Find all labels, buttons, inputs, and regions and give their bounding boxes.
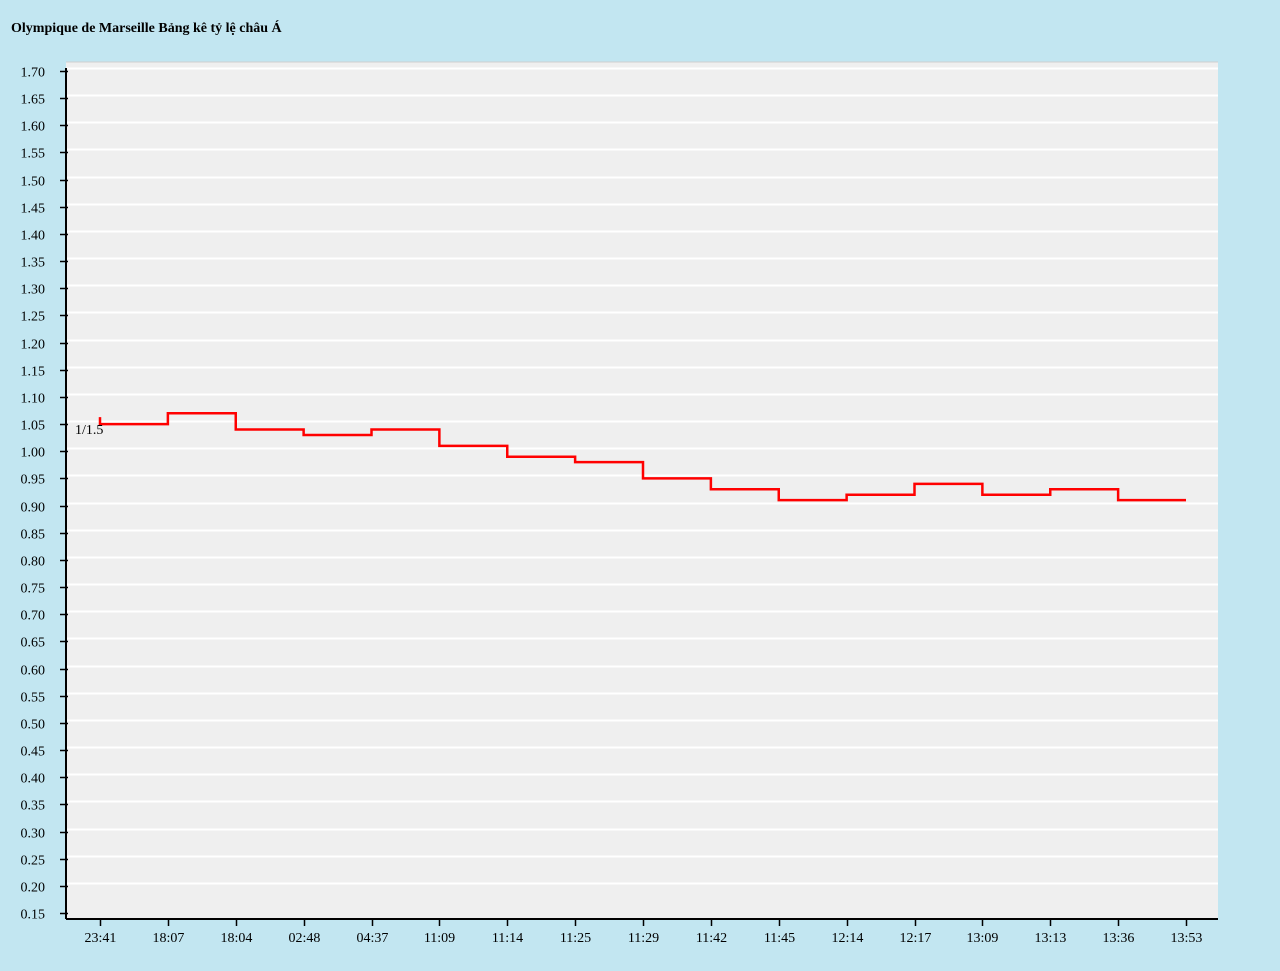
- series-line: [98, 411, 1186, 502]
- grid-lines: [66, 67, 1218, 885]
- y-tick-label: 0.35: [21, 799, 46, 814]
- y-tick-label: 0.60: [21, 664, 46, 679]
- y-axis-ticks: 0.15 0.20 0.25 0.30 0.35 0.40 0.45 0.50 0.55 0.60…: [21, 66, 68, 923]
- x-tick-label: 04:37: [357, 931, 389, 946]
- y-tick-label: 1.20: [21, 338, 46, 353]
- x-tick-label: 11:42: [696, 931, 727, 946]
- y-tick-label: 1.40: [21, 229, 46, 244]
- y-tick-label: 0.80: [21, 555, 46, 570]
- annotation-label: 1/1.5: [75, 423, 103, 438]
- y-tick-label: 1.30: [21, 283, 46, 298]
- y-tick-label: 0.30: [21, 827, 46, 842]
- x-tick-label: 11:45: [764, 931, 795, 946]
- y-tick-label: 0.45: [21, 745, 46, 760]
- x-tick-label: 11:09: [424, 931, 455, 946]
- y-tick-label: 0.20: [21, 881, 46, 896]
- x-tick-label: 13:09: [967, 931, 999, 946]
- y-tick-label: 0.50: [21, 718, 46, 733]
- x-tick-label: 02:48: [289, 931, 321, 946]
- x-tick-label: 11:25: [560, 931, 591, 946]
- y-tick-label: 0.75: [21, 582, 46, 597]
- x-tick-label: 12:14: [832, 931, 864, 946]
- y-tick-label: 0.95: [21, 473, 46, 488]
- x-tick-label: 13:13: [1035, 931, 1067, 946]
- y-tick-label: 0.15: [21, 908, 46, 923]
- y-tick-label: 0.55: [21, 691, 46, 706]
- x-tick-label: 18:07: [153, 931, 185, 946]
- x-tick-label: 18:04: [221, 931, 253, 946]
- x-axis-ticks: 23:41 18:07 18:04 02:48 04:37 11:09 11:14 11:25…: [85, 919, 1203, 946]
- y-tick-label: 0.65: [21, 636, 46, 651]
- y-tick-label: 1.00: [21, 446, 46, 461]
- y-tick-label: 1.05: [21, 419, 46, 434]
- plot-background: [66, 62, 1218, 918]
- y-tick-label: 1.15: [21, 365, 46, 380]
- x-tick-label: 23:41: [85, 931, 117, 946]
- y-tick-label: 1.55: [21, 147, 46, 162]
- y-tick-label: 1.70: [21, 66, 46, 81]
- y-tick-label: 1.35: [21, 256, 46, 271]
- y-tick-label: 1.50: [21, 175, 46, 190]
- y-tick-label: 1.60: [21, 120, 46, 135]
- y-tick-label: 0.40: [21, 772, 46, 787]
- y-tick-label: 0.25: [21, 854, 46, 869]
- x-tick-label: 13:53: [1171, 931, 1203, 946]
- chart-title: Olympique de Marseille Bảng kê tỷ lệ châ…: [11, 21, 282, 36]
- y-tick-label: 0.90: [21, 501, 46, 516]
- x-tick-label: 12:17: [900, 931, 932, 946]
- x-tick-label: 11:29: [628, 931, 659, 946]
- y-tick-label: 1.25: [21, 310, 46, 325]
- y-tick-label: 0.70: [21, 609, 46, 624]
- y-tick-label: 1.10: [21, 392, 46, 407]
- y-tick-label: 0.85: [21, 528, 46, 543]
- x-tick-label: 13:36: [1103, 931, 1135, 946]
- y-tick-label: 1.45: [21, 202, 46, 217]
- y-tick-label: 1.65: [21, 93, 46, 108]
- x-tick-label: 11:14: [492, 931, 523, 946]
